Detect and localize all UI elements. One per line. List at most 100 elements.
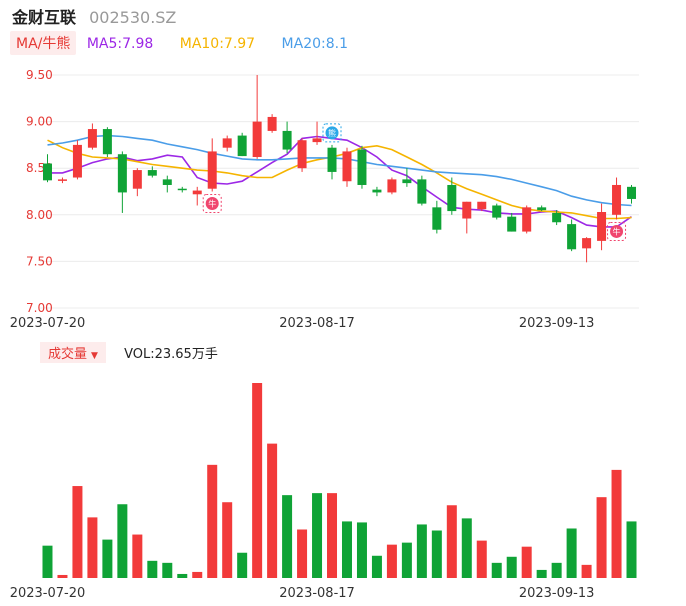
bull-marker-frame: [202, 194, 222, 213]
volume-bar: [416, 524, 427, 578]
volume-bar: [222, 502, 233, 578]
candle-body: [102, 129, 112, 155]
bull-marker-label: 牛: [208, 199, 216, 209]
volume-bar: [446, 505, 457, 578]
candle-body: [402, 179, 412, 184]
signal-markers: 牛 熊牛: [202, 123, 627, 241]
candle-body: [267, 116, 277, 131]
candle-body: [297, 140, 307, 169]
candle-body: [537, 207, 547, 211]
volume-bars: [42, 383, 637, 578]
volume-bar: [476, 540, 487, 578]
date-tick-label: 2023-09-13: [519, 586, 595, 601]
ma-lines: [47, 134, 632, 228]
candle-body: [117, 154, 127, 193]
candle-body: [582, 238, 592, 249]
candle-body: [372, 189, 382, 193]
ma20-label: MA20:8.1: [281, 36, 348, 52]
volume-bar: [132, 534, 143, 578]
candle-body: [252, 121, 262, 158]
candle-body: [162, 179, 172, 185]
ma-toggle-badge[interactable]: MA/牛熊: [10, 31, 77, 55]
candle-body: [327, 147, 337, 172]
volume-bar: [117, 504, 128, 578]
candle-body: [207, 151, 217, 189]
volume-indicator-selector[interactable]: 成交量 ▼: [40, 342, 106, 363]
price-tick-label: 7.00: [26, 301, 53, 315]
volume-bar: [401, 542, 412, 578]
candle-body: [192, 190, 202, 195]
candle-body: [552, 212, 562, 223]
volume-bar: [42, 545, 53, 578]
candle-body: [57, 179, 67, 181]
volume-bar: [581, 564, 592, 578]
candle-body: [492, 205, 502, 218]
candle-body: [42, 163, 52, 181]
volume-bar: [551, 562, 562, 578]
volume-bar: [596, 497, 607, 578]
candle-body: [132, 170, 142, 189]
stock-name: 金财互联: [12, 8, 77, 27]
candle-body: [357, 149, 367, 185]
volume-value: VOL:23.65万手: [124, 347, 218, 362]
price-tick-label: 8.00: [26, 208, 53, 222]
candle-body: [222, 138, 232, 148]
volume-bar: [536, 569, 547, 578]
ma-legend: MA/牛熊 MA5:7.98 MA10:7.97 MA20:8.1: [10, 31, 348, 55]
bull-marker-icon: [610, 224, 624, 238]
volume-bar: [386, 544, 397, 578]
volume-bar: [162, 562, 173, 578]
candle-body: [342, 151, 352, 182]
volume-bar: [72, 486, 83, 578]
volume-bar: [297, 529, 308, 578]
bear-marker-frame: [322, 123, 342, 143]
price-tick-label: 9.00: [26, 115, 53, 129]
volume-bar: [461, 518, 472, 578]
price-x-axis: 2023-07-20 2023-08-17 2023-09-13: [10, 316, 595, 331]
candle-body: [387, 179, 397, 193]
candle-body: [147, 170, 157, 176]
volume-bar: [252, 383, 263, 578]
bull-marker-frame: [607, 221, 627, 241]
volume-bar: [431, 530, 442, 578]
volume-bar: [312, 493, 323, 578]
volume-x-axis: 2023-07-20 2023-08-17 2023-09-13: [10, 586, 595, 601]
volume-bar: [267, 443, 278, 578]
volume-bar: [57, 574, 68, 578]
volume-bar: [282, 495, 293, 578]
stock-header: 金财互联 002530.SZ: [12, 4, 177, 27]
candle-body: [72, 144, 82, 178]
ma-line-ma5: [47, 135, 632, 228]
candle-body: [417, 179, 427, 204]
volume-bar: [491, 562, 502, 578]
ma-line-ma20: [47, 134, 632, 207]
volume-bar: [611, 469, 622, 578]
bull-marker-label: 牛: [613, 226, 621, 236]
stock-code: 002530.SZ: [89, 8, 177, 27]
candle-body: [477, 201, 487, 210]
candle-body: [597, 212, 607, 241]
volume-bar: [192, 571, 203, 578]
candle-body: [87, 129, 97, 148]
date-tick-label: 2023-08-17: [279, 586, 355, 601]
bull-marker-icon: [205, 197, 219, 210]
bear-marker-icon: [325, 126, 339, 140]
volume-bar: [356, 522, 367, 578]
candle-body: [447, 184, 457, 212]
volume-bar: [566, 528, 577, 578]
volume-bar: [341, 521, 352, 578]
price-tick-label: 9.50: [26, 68, 53, 82]
date-tick-label: 2023-07-20: [10, 586, 86, 601]
date-tick-label: 2023-09-13: [519, 316, 595, 331]
bear-marker-label: 熊: [328, 128, 336, 138]
candle-body: [612, 184, 622, 215]
volume-bar: [626, 521, 637, 578]
candle-body: [282, 130, 292, 150]
dropdown-arrow-icon: ▼: [91, 351, 98, 361]
volume-bar: [177, 573, 188, 578]
volume-bar: [102, 539, 113, 578]
price-y-axis: 9.509.008.508.007.507.00: [26, 68, 53, 315]
date-tick-label: 2023-08-17: [279, 316, 355, 331]
candle-body: [522, 207, 532, 232]
